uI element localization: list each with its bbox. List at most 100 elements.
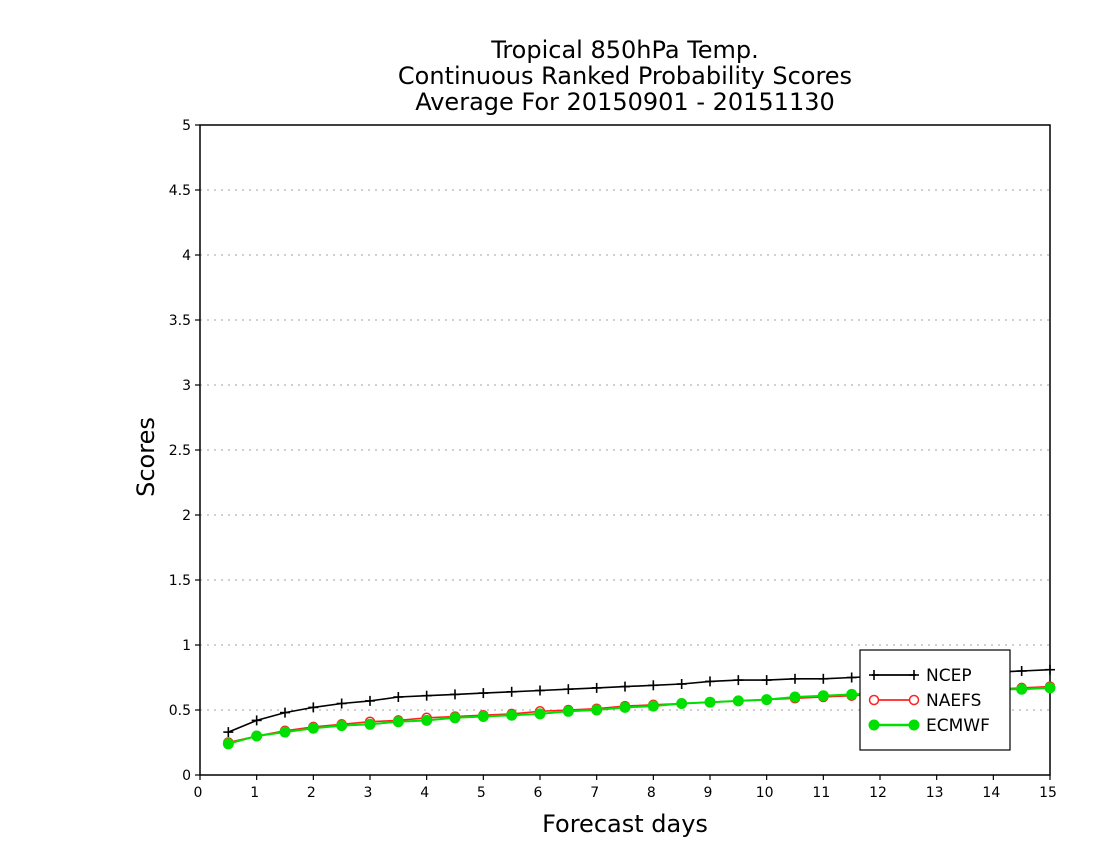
- data-point-ncep: [1045, 664, 1055, 675]
- x-tick-label: 2: [307, 785, 316, 801]
- data-point-ecmwf: [364, 718, 376, 730]
- y-tick-label: 4.5: [169, 183, 191, 199]
- x-tick-label: 14: [982, 785, 1000, 801]
- legend-marker: [869, 670, 879, 680]
- data-point-ncep: [421, 690, 432, 701]
- data-point-ncep: [535, 685, 545, 696]
- legend-marker: [908, 694, 920, 706]
- data-point-ecmwf: [506, 709, 518, 721]
- data-point-ecmwf: [279, 726, 291, 738]
- legend-label: ECMWF: [926, 716, 990, 736]
- data-point-ecmwf: [846, 688, 858, 700]
- data-point-ecmwf: [336, 720, 348, 732]
- y-tick-label: 3.5: [169, 313, 191, 329]
- data-point-ncep: [450, 689, 460, 700]
- legend-marker: [868, 719, 880, 731]
- data-point-ecmwf: [676, 698, 688, 709]
- data-point-ncep: [676, 679, 687, 689]
- data-point-ecmwf: [449, 712, 461, 724]
- data-point-ecmwf: [817, 690, 829, 702]
- data-point-ncep: [506, 686, 517, 697]
- legend-entry-ncep: NCEP: [869, 666, 972, 686]
- data-point-ecmwf: [307, 722, 319, 734]
- x-tick-label: 7: [590, 785, 599, 801]
- data-point-ncep: [591, 682, 602, 693]
- data-point-ncep: [846, 672, 857, 683]
- data-point-ncep: [336, 698, 347, 709]
- data-point-ecmwf: [562, 705, 574, 717]
- chart-title: Tropical 850hPa Temp. Continuous Ranked …: [398, 36, 852, 116]
- series-ecmwf: [222, 682, 1056, 750]
- legend-marker: [909, 670, 919, 680]
- data-point-ecmwf: [251, 730, 263, 742]
- data-point-ecmwf: [704, 696, 716, 708]
- legend: NCEP NAEFS ECMWF: [859, 649, 1011, 751]
- title-line-2: Continuous Ranked Probability Scores: [398, 62, 852, 90]
- data-point-ncep: [733, 675, 744, 686]
- x-tick-label: 4: [420, 785, 429, 801]
- legend-marker: [868, 694, 880, 706]
- data-point-ecmwf: [591, 704, 603, 716]
- y-tick-label: 1: [182, 638, 191, 654]
- grid: [200, 189, 1050, 711]
- x-tick-label: 15: [1039, 785, 1057, 801]
- y-tick-label: 5: [182, 118, 191, 134]
- x-tick-label: 13: [926, 785, 944, 801]
- data-point-ncep: [648, 680, 659, 691]
- x-tick-label: 12: [869, 785, 887, 801]
- data-point-ncep: [1016, 666, 1027, 676]
- data-point-ncep: [790, 673, 800, 684]
- data-point-ncep: [620, 681, 630, 692]
- data-point-ncep: [223, 727, 234, 738]
- legend-entry-naefs: NAEFS: [868, 691, 981, 711]
- data-point-ecmwf: [222, 738, 234, 750]
- x-tick-label: 6: [534, 785, 543, 801]
- y-tick-label: 1.5: [169, 573, 191, 589]
- data-point-ecmwf: [647, 700, 659, 712]
- x-tick-label: 9: [704, 785, 713, 801]
- data-point-ecmwf: [1016, 683, 1028, 695]
- y-tick-label: 4: [182, 248, 191, 264]
- data-point-ncep: [280, 707, 290, 718]
- y-axis-label: Scores: [132, 417, 160, 497]
- x-tick-label: 5: [477, 785, 486, 801]
- data-point-ncep: [251, 715, 262, 726]
- legend-entry-ecmwf: ECMWF: [868, 716, 990, 736]
- data-point-ncep: [761, 675, 772, 686]
- title-line-1: Tropical 850hPa Temp.: [490, 36, 759, 64]
- data-point-ecmwf: [534, 708, 546, 720]
- y-tick-label: 2: [182, 508, 191, 524]
- y-tick-label: 0: [182, 768, 191, 784]
- title-line-3: Average For 20150901 - 20151130: [415, 88, 835, 116]
- x-axis-label: Forecast days: [542, 810, 708, 838]
- data-point-ecmwf: [761, 694, 773, 706]
- data-point-ecmwf: [421, 714, 433, 726]
- data-point-ncep: [365, 695, 375, 706]
- legend-marker: [908, 719, 920, 731]
- data-point-ncep: [705, 676, 715, 687]
- x-tick-label: 10: [756, 785, 774, 801]
- legend-label: NCEP: [926, 666, 972, 686]
- y-tick-label: 2.5: [169, 443, 191, 459]
- data-point-ecmwf: [477, 711, 489, 722]
- data-point-ncep: [818, 673, 829, 684]
- data-point-ecmwf: [1044, 682, 1056, 694]
- data-point-ecmwf: [732, 695, 744, 707]
- x-tick-label: 11: [812, 785, 830, 801]
- data-point-ecmwf: [789, 691, 801, 703]
- x-tick-label: 1: [250, 785, 259, 801]
- data-point-ncep: [563, 684, 574, 695]
- x-tick-label: 8: [647, 785, 656, 801]
- y-tick-label: 0.5: [169, 703, 191, 719]
- y-tick-label: 3: [182, 378, 191, 394]
- data-point-ncep: [393, 692, 404, 702]
- x-axis: 0 1 2 3 4 5 6 7 8 9 10 11 12 13 14 15: [194, 775, 1057, 801]
- legend-label: NAEFS: [926, 691, 981, 711]
- data-point-ncep: [478, 688, 489, 699]
- x-tick-label: 0: [194, 785, 203, 801]
- y-axis: 0 0.5 1 1.5 2 2.5 3 3.5 4 4.5 5: [169, 118, 200, 784]
- data-point-ncep: [308, 702, 319, 713]
- data-point-ecmwf: [392, 716, 404, 728]
- data-point-ecmwf: [619, 701, 631, 713]
